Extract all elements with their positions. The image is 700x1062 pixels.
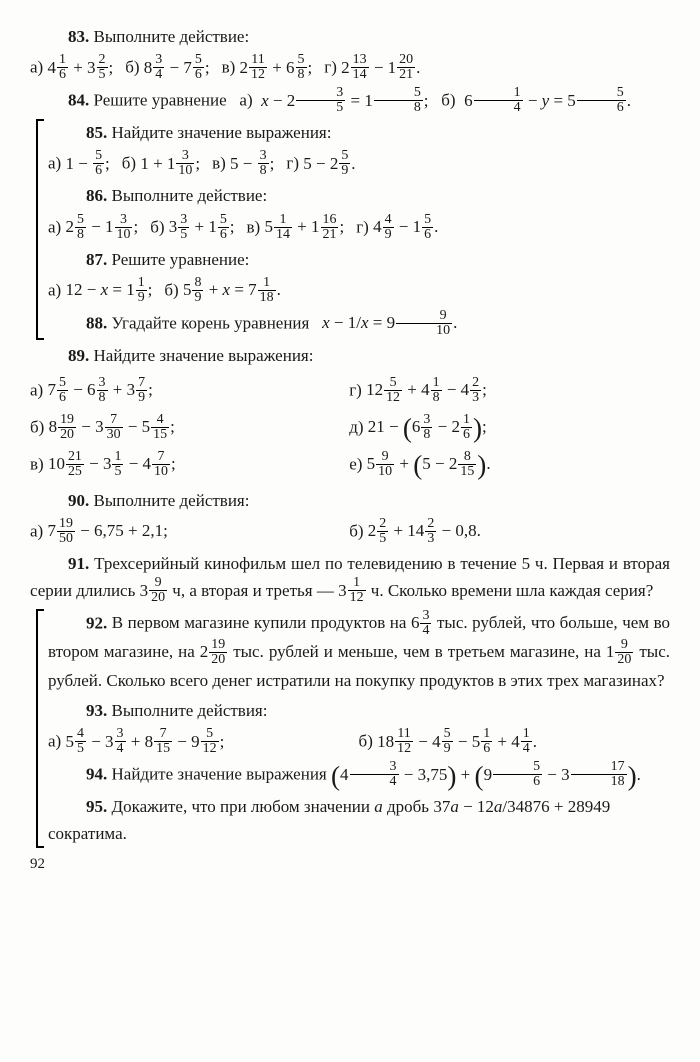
problem-83-title: 83. Выполните действие:: [30, 24, 670, 50]
problem-89-title: 89. Найдите значение выражения:: [30, 343, 670, 369]
problem-84: 84. Решите уравнение а) x − 235 = 158; б…: [30, 87, 670, 116]
problem-91: 91. Трехсерийный кинофильм шел по телеви…: [30, 551, 670, 606]
problem-85-items: а) 1 − 56; б) 1 + 1310; в) 5 − 38; г) 5 …: [48, 150, 670, 179]
problem-92: 92. В первом магазине купили продуктов н…: [48, 610, 670, 694]
problem-90-items: а) 71950 − 6,75 + 2,1; б) 225 + 1423 − 0…: [30, 518, 670, 547]
problem-83-items: а) 416 + 325; б) 834 − 756; в) 21112 + 6…: [30, 54, 670, 83]
problem-93-items: а) 545 − 334 + 8715 − 9512; б) 181112 − …: [48, 728, 670, 757]
problem-87-items: а) 12 − x = 119; б) 589 + x = 7118.: [48, 277, 670, 306]
problem-94: 94. Найдите значение выражения (434 − 3,…: [48, 761, 670, 790]
page-number: 92: [30, 853, 670, 876]
bracket-85-88: 85. Найдите значение выражения: а) 1 − 5…: [36, 120, 670, 339]
problem-89-items: а) 756 − 638 + 379; г) 12512 + 418 − 423…: [30, 373, 670, 484]
problem-88: 88. Угадайте корень уравнения x − 1/x = …: [48, 310, 670, 339]
problem-86-items: а) 258 − 1310; б) 335 + 156; в) 5114 + 1…: [48, 214, 670, 243]
problem-90-title: 90. Выполните действия:: [30, 488, 670, 514]
bracket-92-95: 92. В первом магазине купили продуктов н…: [36, 610, 670, 847]
problem-95: 95. Докажите, что при любом значении a д…: [48, 794, 670, 847]
